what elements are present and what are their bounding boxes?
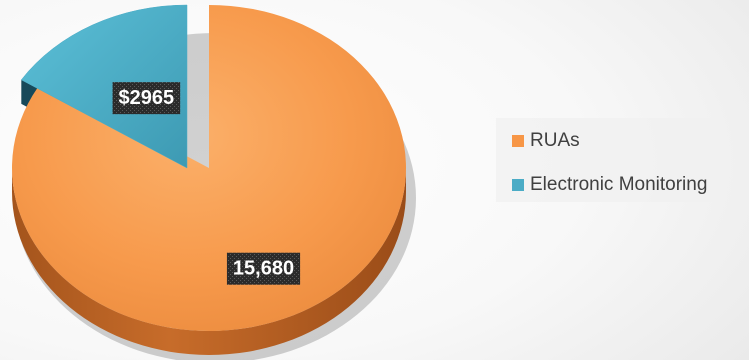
data-label-ruas: 15,680 (226, 252, 301, 285)
legend-item-electronic-monitoring: Electronic Monitoring (512, 174, 707, 196)
chart-legend: RUAs Electronic Monitoring (496, 118, 749, 202)
legend-swatch-electronic-monitoring (512, 179, 524, 191)
data-label-text-electronic-monitoring: $2965 (119, 87, 175, 109)
legend-item-ruas: RUAs (512, 130, 580, 152)
pie-slice-ruas (12, 5, 406, 331)
legend-label-electronic-monitoring: Electronic Monitoring (530, 174, 708, 195)
legend-swatch-ruas (512, 135, 524, 147)
legend-label-ruas: RUAs (530, 130, 580, 151)
data-label-box-ruas (226, 252, 301, 285)
data-label-box-electronic-monitoring (112, 82, 181, 115)
data-label-text-ruas: 15,680 (233, 258, 294, 280)
pie-slice-electronic-monitoring (20, 4, 188, 169)
data-label-electronic-monitoring: $2965 (112, 82, 181, 115)
